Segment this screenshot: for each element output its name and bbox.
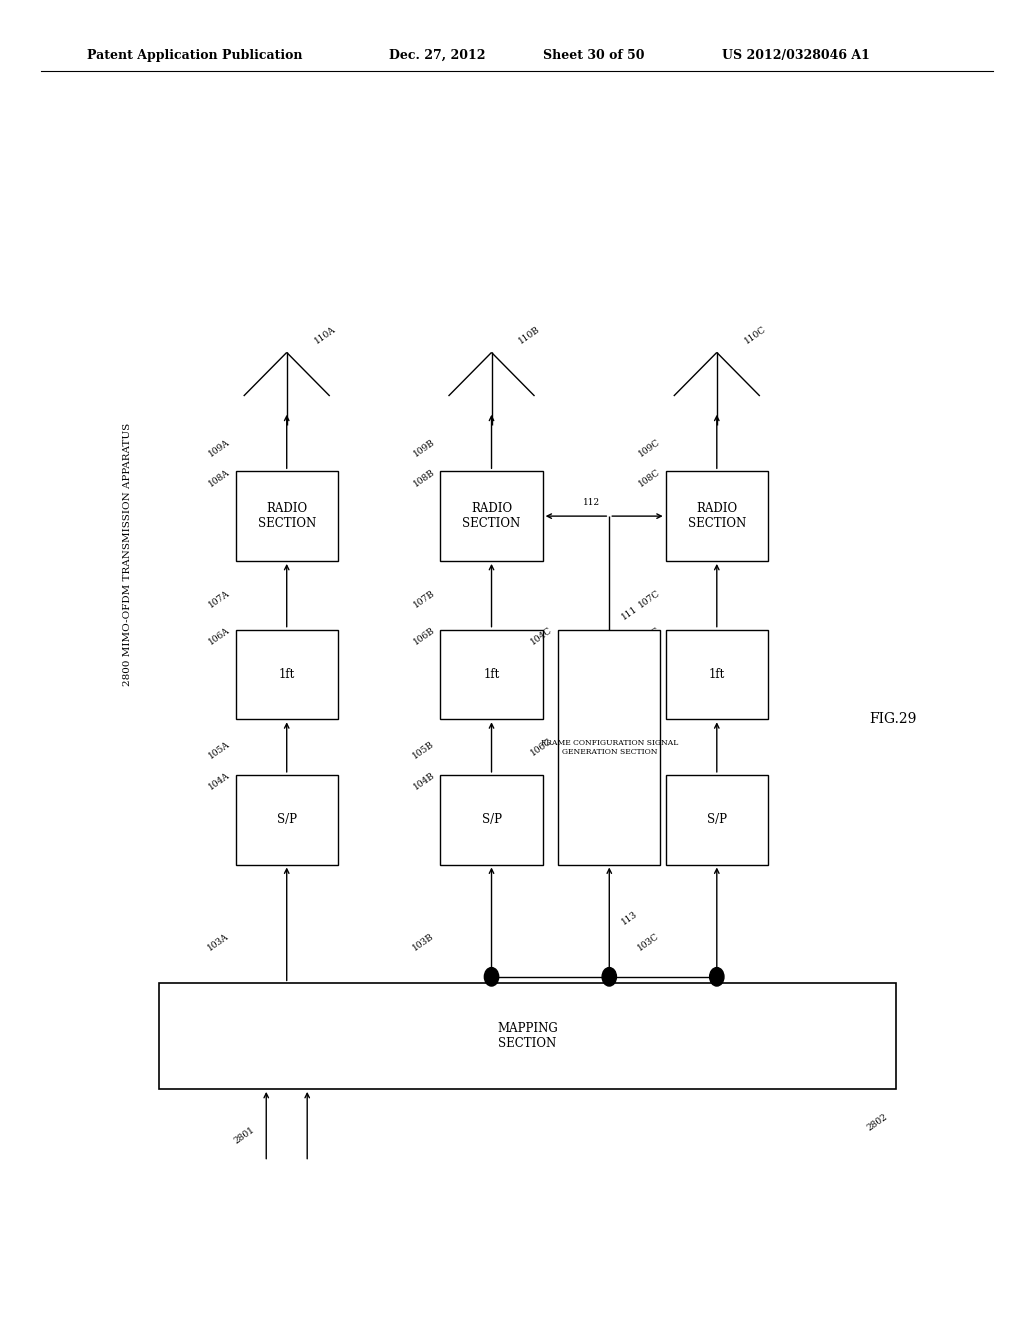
Text: S/P: S/P [276, 813, 297, 826]
Text: 104C: 104C [529, 626, 554, 647]
Text: 110A: 110A [312, 325, 337, 346]
Text: 112: 112 [583, 499, 600, 507]
Text: 105B: 105B [412, 739, 436, 760]
Text: 107B: 107B [412, 589, 436, 610]
Bar [440, 471, 543, 561]
Circle shape [484, 968, 499, 986]
Text: 104A: 104A [207, 771, 231, 792]
Text: 108B: 108B [412, 467, 436, 488]
Text: 106A: 106A [207, 626, 231, 647]
Text: 107A: 107A [207, 589, 231, 610]
Circle shape [602, 968, 616, 986]
Text: 110C: 110C [742, 325, 768, 346]
Text: 105C: 105C [637, 739, 662, 760]
Text: 109A: 109A [207, 438, 231, 458]
Bar [666, 471, 768, 561]
Bar [666, 775, 768, 865]
Bar [159, 983, 896, 1089]
Text: 113: 113 [620, 909, 639, 927]
Text: 1ft: 1ft [709, 668, 725, 681]
Circle shape [710, 968, 724, 986]
Bar [666, 630, 768, 719]
Text: 2800 MIMO-OFDM TRANSMISSION APPARATUS: 2800 MIMO-OFDM TRANSMISSION APPARATUS [124, 422, 132, 686]
Text: 106C: 106C [529, 737, 554, 758]
Text: MAPPING
SECTION: MAPPING SECTION [497, 1022, 558, 1051]
Text: Sheet 30 of 50: Sheet 30 of 50 [543, 49, 644, 62]
Text: 108C: 108C [637, 467, 662, 488]
Text: Dec. 27, 2012: Dec. 27, 2012 [389, 49, 485, 62]
Bar [236, 630, 338, 719]
Text: 106C: 106C [637, 626, 662, 647]
Text: RADIO
SECTION: RADIO SECTION [688, 502, 745, 531]
Text: 2801: 2801 [232, 1125, 256, 1146]
Text: Patent Application Publication: Patent Application Publication [87, 49, 302, 62]
Text: 104C: 104C [637, 771, 662, 792]
Text: S/P: S/P [707, 813, 727, 826]
Text: 104B: 104B [412, 771, 436, 792]
Text: 103A: 103A [206, 932, 230, 952]
Text: S/P: S/P [481, 813, 502, 826]
Text: 105A: 105A [207, 739, 231, 760]
Text: 109C: 109C [637, 437, 662, 459]
Bar [236, 471, 338, 561]
Text: 1ft: 1ft [483, 668, 500, 681]
Text: 103C: 103C [636, 931, 660, 953]
Text: 109B: 109B [412, 438, 436, 458]
Text: 106B: 106B [412, 626, 436, 647]
Text: 111: 111 [620, 605, 639, 622]
Text: 107C: 107C [637, 589, 662, 610]
Text: FIG.29: FIG.29 [869, 713, 916, 726]
Text: FRAME CONFIGURATION SIGNAL
GENERATION SECTION: FRAME CONFIGURATION SIGNAL GENERATION SE… [541, 738, 678, 756]
Bar [440, 775, 543, 865]
Text: 110B: 110B [517, 325, 542, 346]
Text: US 2012/0328046 A1: US 2012/0328046 A1 [722, 49, 869, 62]
Bar [440, 630, 543, 719]
Text: 103B: 103B [411, 932, 435, 952]
Bar [558, 630, 660, 865]
Text: 108A: 108A [207, 467, 231, 488]
Text: RADIO
SECTION: RADIO SECTION [258, 502, 315, 531]
Text: RADIO
SECTION: RADIO SECTION [463, 502, 520, 531]
Bar [236, 775, 338, 865]
Text: 2802: 2802 [865, 1111, 889, 1133]
Text: 1ft: 1ft [279, 668, 295, 681]
